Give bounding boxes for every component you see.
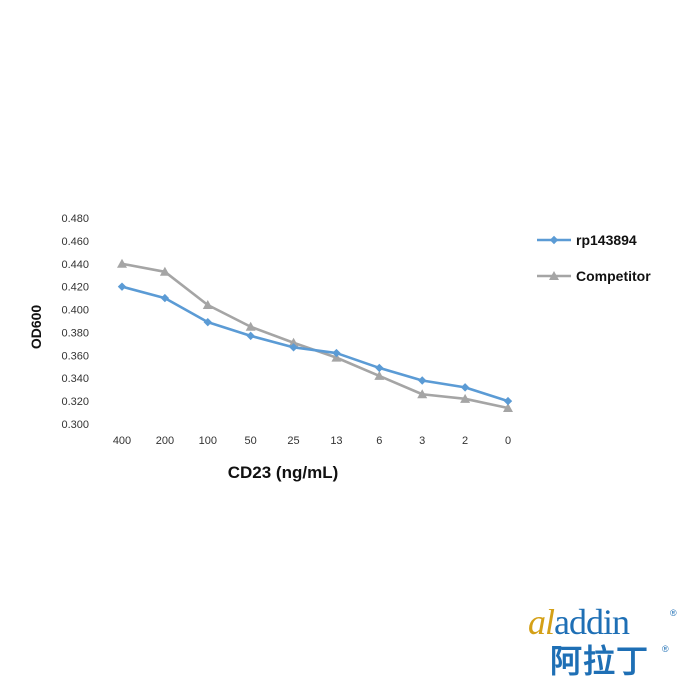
x-tick-label: 25 [287, 435, 299, 447]
series-line [121, 285, 509, 403]
legend-label: rp143894 [576, 232, 637, 248]
data-point [202, 299, 213, 309]
data-point [159, 266, 170, 276]
x-tick-label: 200 [156, 435, 174, 447]
data-point [288, 337, 299, 347]
data-point [246, 331, 255, 341]
legend-marker [549, 271, 559, 280]
x-tick-label: 100 [199, 435, 217, 447]
legend-item: rp143894 [537, 232, 637, 248]
x-axis-title: CD23 (ng/mL) [228, 463, 339, 482]
y-tick-label: 0.320 [61, 396, 89, 408]
aladdin-logo: aladdin ® 阿拉丁 ® [528, 604, 678, 684]
series-layer [117, 258, 513, 412]
series-rp143894 [117, 282, 513, 406]
x-axis-ticks: 400 200 100 50 25 13 6 3 2 0 [113, 435, 511, 447]
logo-chinese-name: 阿拉丁 [550, 642, 650, 680]
data-point [160, 293, 170, 303]
logo-word-gold: al [528, 602, 555, 642]
legend: rp143894 Competitor [537, 232, 651, 284]
y-tick-label: 0.440 [61, 259, 89, 271]
data-point [245, 321, 256, 331]
logo-registered-mark-cn: ® [662, 644, 669, 654]
x-tick-label: 6 [376, 435, 382, 447]
y-tick-label: 0.380 [61, 327, 89, 339]
data-point [503, 402, 513, 412]
x-tick-label: 50 [245, 435, 257, 447]
data-point [418, 376, 427, 385]
y-tick-label: 0.420 [61, 282, 89, 294]
legend-marker [549, 235, 559, 245]
data-point [332, 348, 341, 358]
x-tick-label: 400 [113, 435, 131, 447]
y-tick-label: 0.480 [61, 213, 89, 225]
data-point [375, 363, 384, 373]
data-point [460, 383, 470, 392]
x-tick-label: 2 [462, 435, 468, 447]
data-point [374, 370, 385, 380]
y-tick-label: 0.460 [61, 236, 89, 248]
data-point [117, 258, 127, 268]
y-tick-label: 0.340 [61, 373, 89, 385]
x-tick-label: 0 [505, 435, 511, 447]
y-axis-ticks: 0.300 0.320 0.340 0.360 0.380 0.400 0.420 0.440… [61, 213, 89, 431]
data-point [117, 282, 127, 291]
y-axis-title: OD600 [28, 305, 44, 350]
logo-wordmark: aladdin [528, 602, 630, 642]
y-tick-label: 0.300 [61, 419, 89, 431]
data-point [417, 389, 428, 399]
data-point [289, 343, 298, 352]
legend-item: Competitor [537, 268, 651, 284]
y-tick-label: 0.400 [61, 305, 89, 317]
y-tick-label: 0.360 [61, 350, 89, 362]
logo-registered-mark: ® [670, 608, 677, 618]
x-tick-label: 3 [419, 435, 425, 447]
logo-word-blue: addin [554, 602, 630, 642]
data-point [503, 396, 513, 406]
data-point [203, 317, 212, 327]
x-tick-label: 13 [330, 435, 342, 447]
series-competitor [117, 258, 513, 412]
legend-label: Competitor [576, 268, 651, 284]
series-line [121, 262, 509, 410]
data-point [460, 393, 471, 403]
